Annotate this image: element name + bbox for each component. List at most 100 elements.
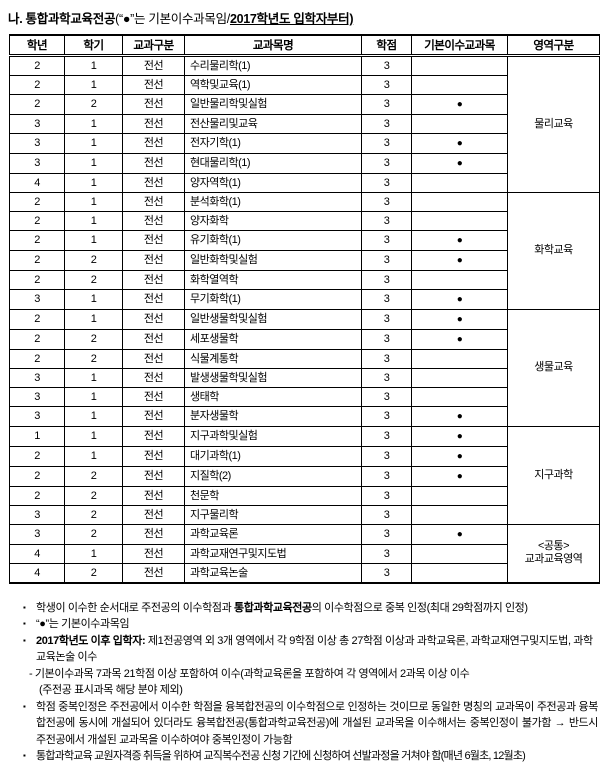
- semester-cell: 1: [64, 445, 123, 467]
- grade-cell: 3: [9, 113, 65, 134]
- semester-cell: 1: [64, 172, 123, 193]
- bullet-icon: ▪: [23, 602, 26, 612]
- semester-cell: 2: [64, 348, 123, 369]
- note-text: (주전공 표시과목 해당 분야 제외): [39, 684, 183, 696]
- course-type-cell: 전선: [122, 210, 185, 231]
- basic-course-dot-icon: ●: [456, 157, 463, 169]
- table-row: 2 1 전선 역학및교육(1) 3: [9, 74, 600, 95]
- semester-cell: 1: [64, 386, 123, 407]
- basic-course-dot-icon: ●: [456, 430, 463, 442]
- course-type-cell: 전선: [122, 113, 185, 134]
- basic-course-cell: [411, 367, 508, 388]
- credits-cell: 3: [361, 425, 412, 447]
- semester-cell: 1: [64, 132, 123, 154]
- basic-course-cell: ●: [411, 308, 508, 330]
- basic-course-cell: [411, 54, 508, 76]
- grade-cell: 2: [9, 229, 65, 251]
- bullet-icon: ▪: [23, 701, 26, 711]
- basic-course-cell: [411, 172, 508, 193]
- note-text: 2017학년도 이후 입학자:: [36, 634, 146, 647]
- bullet-icon: ▪: [23, 751, 26, 760]
- semester-cell: 2: [64, 465, 123, 487]
- note-item: ▪ 2017학년도 이후 입학자: 제1전공영역 외 3개 영역에서 각 9학점 …: [10, 633, 598, 666]
- semester-cell: 2: [64, 504, 123, 525]
- credits-cell: 3: [361, 229, 412, 251]
- course-table: 학년 학기 교과구분 교과목명 학점 기본이수교과목 영역구분 2 1 전선 수리물리학(1) 3 물…: [9, 34, 600, 584]
- course-type-cell: 전선: [122, 54, 185, 76]
- grade-cell: 2: [9, 269, 65, 290]
- table-row: 3 2 전선 지구물리학 3: [9, 504, 600, 525]
- header-cell: 교과목명: [184, 34, 362, 57]
- note-text: 통합과학교육 교원자격증 취득을 위하여 교직복수전공 신청 기간에 신청하여 …: [36, 750, 526, 762]
- basic-course-cell: ●: [411, 93, 508, 115]
- note-text: 의 이수학점으로 중복 인정(최대 29학점까지 인정): [311, 601, 528, 614]
- basic-course-dot-icon: ●: [456, 234, 463, 246]
- note-text: “●”는 기본이수과목임: [36, 618, 130, 630]
- grade-cell: 3: [9, 523, 65, 545]
- basic-course-cell: [411, 504, 508, 525]
- table-row: 3 1 전선 분자생물학 3 ●: [9, 405, 600, 427]
- course-name-cell: 지구과학및실험: [184, 425, 362, 447]
- credits-cell: 3: [361, 504, 412, 525]
- page-title: 나. 통합과학교육전공(“●”는 기본이수과목임/2017학년도 입학자부터): [8, 8, 596, 27]
- table-row: 1 1 전선 지구과학및실험 3 ● 지구과학: [9, 425, 600, 525]
- header-cell: 교과구분: [122, 34, 185, 57]
- credits-cell: 3: [361, 113, 412, 134]
- course-type-cell: 전선: [122, 465, 185, 487]
- grade-cell: 4: [9, 562, 65, 583]
- course-type-cell: 전선: [122, 485, 185, 506]
- note-item: ▪ 통합과학교육 교원자격증 취득을 위하여 교직복수전공 신청 기간에 신청하여…: [10, 748, 598, 765]
- basic-course-cell: ●: [411, 405, 508, 427]
- area-cell: 생물교육: [507, 308, 600, 427]
- course-type-cell: 전선: [122, 386, 185, 407]
- credits-cell: 3: [361, 132, 412, 154]
- credits-cell: 3: [361, 249, 412, 271]
- credits-cell: 3: [361, 328, 412, 350]
- semester-cell: 1: [64, 191, 123, 212]
- grade-cell: 2: [9, 74, 65, 95]
- title-segment: 2017학년도 입학자부터): [229, 12, 354, 26]
- course-name-cell: 수리물리학(1): [184, 54, 362, 76]
- header-cell: 영역구분: [507, 34, 600, 57]
- course-table-body: 2 1 전선 수리물리학(1) 3 물리교육 2 1 전선 역학및교육(1) 3 2 2 전선 일반물리학및…: [9, 54, 600, 583]
- course-type-cell: 전선: [122, 367, 185, 388]
- course-name-cell: 일반생물학및실험: [184, 308, 362, 330]
- grade-cell: 2: [9, 348, 65, 369]
- course-type-cell: 전선: [122, 405, 185, 427]
- semester-cell: 1: [64, 210, 123, 231]
- semester-cell: 1: [64, 405, 123, 427]
- note-text: 학생이 이수한 순서대로 주전공의 이수학점과: [36, 601, 234, 614]
- credits-cell: 3: [361, 288, 412, 310]
- course-name-cell: 지구물리학: [184, 504, 362, 525]
- course-name-cell: 일반화학및실험: [184, 249, 362, 271]
- course-type-cell: 전선: [122, 132, 185, 154]
- course-type-cell: 전선: [122, 308, 185, 330]
- credits-cell: 3: [361, 445, 412, 467]
- grade-cell: 2: [9, 210, 65, 231]
- grade-cell: 1: [9, 425, 65, 447]
- basic-course-dot-icon: ●: [456, 528, 463, 540]
- credits-cell: 3: [361, 543, 412, 564]
- grade-cell: 3: [9, 288, 65, 310]
- credits-cell: 3: [361, 172, 412, 193]
- course-name-cell: 전자기학(1): [184, 132, 362, 154]
- basic-course-cell: [411, 191, 508, 212]
- course-name-cell: 역학및교육(1): [184, 74, 362, 95]
- basic-course-dot-icon: ●: [456, 254, 463, 266]
- grade-cell: 2: [9, 93, 65, 115]
- header-cell: 학기: [64, 34, 123, 57]
- semester-cell: 1: [64, 54, 123, 76]
- semester-cell: 1: [64, 74, 123, 95]
- course-type-cell: 전선: [122, 191, 185, 212]
- semester-cell: 2: [64, 93, 123, 115]
- note-text: 제1전공영역 외 3개 영역에서 각 9학점 이상 총 27학점 이상과 과학교…: [36, 634, 593, 664]
- semester-cell: 1: [64, 152, 123, 174]
- course-name-cell: 지질학(2): [184, 465, 362, 487]
- note-item: ▪ “●”는 기본이수과목임: [10, 616, 598, 633]
- semester-cell: 2: [64, 269, 123, 290]
- course-name-cell: 일반물리학및실험: [184, 93, 362, 115]
- table-row: 4 1 전선 과학교재연구및지도법 3: [9, 543, 600, 564]
- course-name-cell: 과학교재연구및지도법: [184, 543, 362, 564]
- semester-cell: 2: [64, 485, 123, 506]
- notes: ▪ 학생이 이수한 순서대로 주전공의 이수학점과 통합과학교육전공의 이수학점으…: [10, 600, 598, 765]
